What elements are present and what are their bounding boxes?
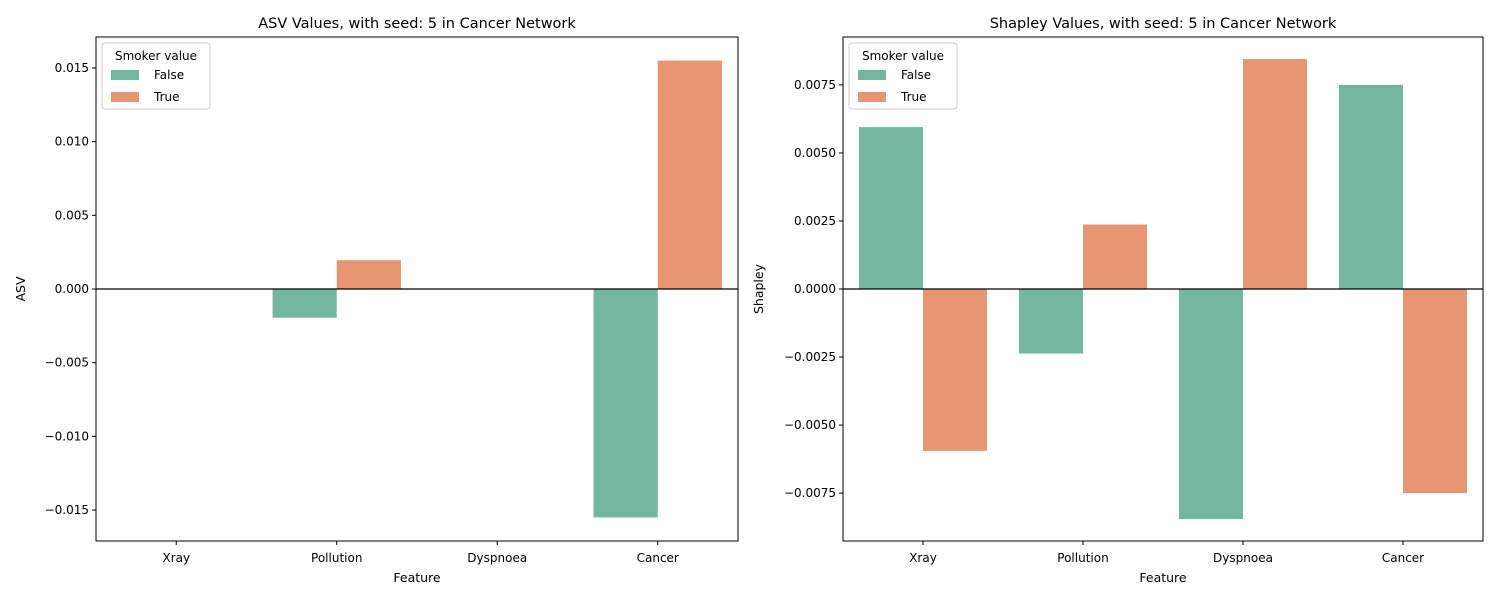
x-tick-label: Pollution [1057, 551, 1108, 565]
chart-panel-2: −0.0075 −0.0050 −0.0025 0.0000 0.0025 0.0050 0… [751, 16, 1484, 585]
y-tick-label: 0.015 [55, 61, 89, 75]
y-tick-label: −0.0025 [784, 350, 836, 364]
legend: Smoker value False True [848, 42, 958, 110]
x-tick-label: Dyspnoea [467, 551, 527, 565]
y-tick-label: 0.0075 [794, 78, 836, 92]
x-tick-label: Xray [909, 551, 937, 565]
y-axis-label: ASV [13, 276, 28, 301]
legend: Smoker value False True [101, 42, 211, 110]
legend-swatch-false [111, 70, 139, 80]
y-tick-label: −0.010 [45, 429, 89, 443]
y-tick-label: −0.005 [45, 356, 89, 370]
bar-false-pollution [272, 289, 337, 318]
bar-false-cancer [593, 289, 658, 518]
legend-label-false: False [154, 68, 184, 82]
bar-true-pollution [1083, 224, 1147, 289]
bar-true-dyspnoea [1243, 59, 1307, 289]
x-tick-label: Cancer [637, 551, 679, 565]
bar-true-pollution [336, 260, 401, 289]
legend-label-false: False [901, 68, 931, 82]
legend-label-true: True [153, 90, 180, 104]
y-tick-label: 0.0050 [794, 146, 836, 160]
chart-panel-1: −0.015 −0.010 −0.005 0.000 0.005 0.010 0.015 Xr… [13, 16, 739, 585]
x-tick-label: Dyspnoea [1213, 551, 1273, 565]
bar-true-cancer [1403, 289, 1467, 494]
x-axis-label: Feature [393, 570, 441, 585]
legend-swatch-true [111, 92, 139, 102]
y-tick-label: −0.015 [45, 503, 89, 517]
bar-false-pollution [1019, 289, 1083, 354]
legend-swatch-false [858, 70, 886, 80]
x-axis-label: Feature [1139, 570, 1187, 585]
y-tick-label: 0.010 [55, 135, 89, 149]
chart-title: ASV Values, with seed: 5 in Cancer Netwo… [258, 16, 576, 32]
x-tick-label: Xray [162, 551, 190, 565]
y-tick-label: 0.000 [55, 282, 89, 296]
bar-true-cancer [657, 60, 722, 289]
x-tick-label: Pollution [311, 551, 362, 565]
y-axis-label: Shapley [751, 263, 766, 314]
y-tick-label: 0.005 [55, 208, 89, 222]
y-tick-label: 0.0025 [794, 214, 836, 228]
legend-label-true: True [900, 90, 927, 104]
bar-false-cancer [1339, 84, 1403, 289]
bar-true-xray [923, 289, 987, 451]
bar-false-dyspnoea [1179, 289, 1243, 519]
y-tick-label: −0.0050 [784, 418, 836, 432]
y-tick-label: 0.0000 [794, 282, 836, 296]
legend-title: Smoker value [862, 49, 944, 63]
legend-swatch-true [858, 92, 886, 102]
legend-title: Smoker value [115, 49, 197, 63]
x-tick-label: Cancer [1382, 551, 1424, 565]
y-tick-label: −0.0075 [784, 486, 836, 500]
chart-title: Shapley Values, with seed: 5 in Cancer N… [990, 16, 1337, 32]
bar-false-xray [859, 127, 923, 289]
